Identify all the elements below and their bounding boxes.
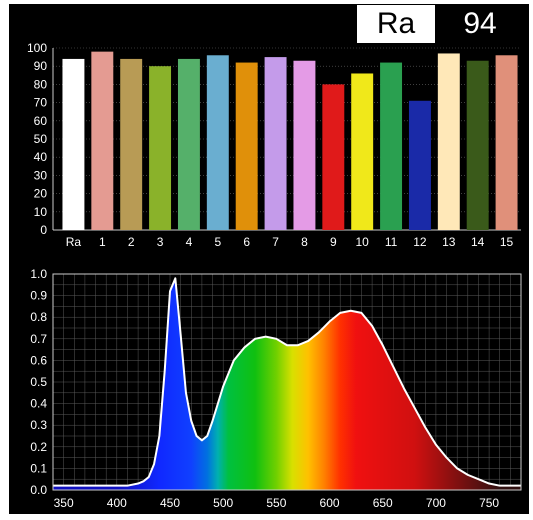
spec-y-tick: 0.3	[30, 418, 47, 432]
bar-x-label: 10	[356, 235, 370, 249]
spec-x-tick: 400	[107, 496, 127, 510]
spec-x-tick: 500	[213, 496, 233, 510]
spec-x-tick: 450	[160, 496, 180, 510]
spec-y-tick: 0.1	[30, 461, 47, 475]
bar-4	[177, 58, 200, 230]
bar-5	[206, 55, 229, 230]
spec-y-tick: 0.7	[30, 332, 47, 346]
bar-15	[495, 55, 518, 230]
cri-spectrum-panel: Ra 94 0 10 20 30 40 50 60 70 80 90 100 Ra 1 2 3 4 5 6 7 8 9 1…	[9, 4, 529, 514]
bar-10	[351, 73, 374, 230]
bar-1	[91, 51, 114, 230]
spectrum-area	[53, 278, 521, 490]
spec-y-tick: 0.6	[30, 353, 47, 367]
spec-x-tick: 750	[479, 496, 499, 510]
spec-x-tick: 350	[54, 496, 74, 510]
bar-x-label: 7	[272, 235, 279, 249]
bar-x-label: 8	[301, 235, 308, 249]
ra-value: 94	[435, 5, 525, 43]
spec-x-tick: 650	[373, 496, 393, 510]
bar-2	[120, 58, 143, 230]
bar-x-label: 3	[157, 235, 164, 249]
bar-x-label: 13	[442, 235, 456, 249]
bar-7	[264, 57, 287, 230]
spec-x-tick: 600	[320, 496, 340, 510]
bar-y-tick: 10	[34, 205, 48, 219]
bar-y-tick: 70	[34, 96, 48, 110]
bar-x-label: 6	[243, 235, 250, 249]
bar-9	[322, 84, 345, 231]
bar-6	[235, 62, 258, 231]
spectrum-line	[53, 277, 521, 487]
spec-frame	[52, 273, 522, 491]
spec-y-tick: 0.5	[30, 375, 47, 389]
bar-14	[466, 60, 489, 230]
bar-8	[293, 60, 316, 230]
spec-x-tick: 700	[426, 496, 446, 510]
bar-x-label: Ra	[66, 235, 82, 249]
bar-x-label: 14	[471, 235, 485, 249]
bar-y-tick: 20	[34, 187, 48, 201]
bar-11	[380, 62, 403, 231]
bar-x-label: 4	[186, 235, 193, 249]
spec-y-tick: 0.8	[30, 310, 47, 324]
spec-y-tick: 0.4	[30, 397, 47, 411]
bar-y-tick: 50	[34, 132, 48, 146]
bar-x-label: 2	[128, 235, 135, 249]
bar-y-tick: 80	[34, 77, 48, 91]
bar-3	[149, 66, 172, 230]
spec-y-tick: 0.2	[30, 440, 47, 454]
bar-x-label: 9	[330, 235, 337, 249]
spec-y-tick: 0.9	[30, 289, 47, 303]
bar-x-label: 1	[99, 235, 106, 249]
spec-y-tick: 0.0	[30, 483, 47, 497]
bar-x-label: 11	[385, 235, 398, 249]
bar-13	[437, 53, 460, 231]
spectrum-chart: 0.0 0.1 0.2 0.3 0.4 0.5 0.6 0.7 0.8 0.9 1.0 350 400 4…	[30, 267, 522, 510]
bar-Ra	[62, 58, 85, 230]
bar-12	[408, 100, 431, 230]
bar-y-tick: 30	[34, 168, 48, 182]
bar-x-label: 5	[214, 235, 221, 249]
bar-y-tick: 60	[34, 114, 48, 128]
bar-x-label: 12	[413, 235, 427, 249]
bar-x-label: 15	[500, 235, 514, 249]
bar-y-tick: 0	[40, 223, 47, 237]
bar-y-tick: 40	[34, 150, 48, 164]
spec-x-tick: 550	[266, 496, 286, 510]
bar-y-tick: 100	[27, 41, 47, 55]
spec-y-tick: 1.0	[30, 267, 47, 281]
bar-y-tick: 90	[34, 59, 48, 73]
ra-label: Ra	[357, 5, 435, 43]
